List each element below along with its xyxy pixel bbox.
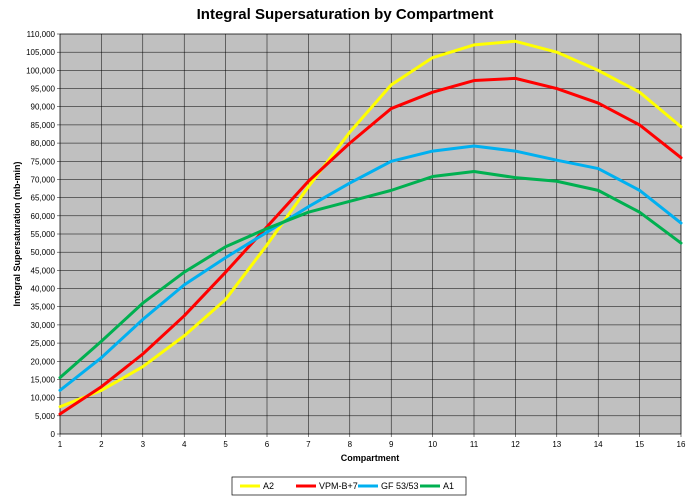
y-tick-label: 105,000: [26, 48, 55, 57]
x-tick-label: 3: [141, 440, 146, 449]
y-tick-label: 15,000: [31, 375, 56, 384]
legend-box: [231, 476, 467, 496]
y-tick-label: 35,000: [31, 303, 56, 312]
y-tick-label: 60,000: [31, 212, 56, 221]
y-tick-label: 100,000: [26, 66, 55, 75]
series-lines: [58, 39, 683, 416]
series-line-a1: [58, 169, 683, 380]
legend: A2 VPM-B+7 GF 53/53 A1: [240, 481, 454, 491]
x-tick-label: 12: [511, 440, 520, 449]
y-tick-label: 5,000: [35, 412, 56, 421]
y-tick-label: 20,000: [31, 357, 56, 366]
y-tick-label: 80,000: [31, 139, 56, 148]
legend-label: A2: [263, 481, 274, 491]
x-tick-label: 2: [99, 440, 104, 449]
x-tick-label: 14: [594, 440, 603, 449]
x-tick-label: 1: [58, 440, 63, 449]
y-tick-label: 25,000: [31, 339, 56, 348]
y-tick-label: 70,000: [31, 175, 56, 184]
y-tick-label: 30,000: [31, 321, 56, 330]
y-tick-label: 0: [51, 430, 56, 439]
x-tick-label: 8: [348, 440, 353, 449]
y-tick-label: 40,000: [31, 285, 56, 294]
y-axis-label: Integral Supersaturation (mb-min): [12, 161, 22, 306]
y-tick-label: 50,000: [31, 248, 56, 257]
y-tick-label: 45,000: [31, 266, 56, 275]
x-tick-label: 16: [677, 440, 686, 449]
legend-label: GF 53/53: [381, 481, 419, 491]
x-axis-label: Compartment: [341, 453, 400, 463]
legend-label: VPM-B+7: [319, 481, 358, 491]
legend-label: A1: [443, 481, 454, 491]
y-tick-label: 110,000: [27, 30, 56, 39]
x-tick-label: 13: [552, 440, 561, 449]
x-tick-label: 5: [223, 440, 228, 449]
x-tick-label: 7: [306, 440, 311, 449]
y-tick-label: 95,000: [31, 85, 56, 94]
y-axis-ticks: 0 5,000 10,000 15,000 20,000 25,000 30,000 35,0…: [26, 30, 60, 439]
x-tick-label: 15: [635, 440, 644, 449]
x-tick-label: 9: [389, 440, 394, 449]
series-line-vpm-b-7: [58, 76, 683, 416]
y-tick-label: 65,000: [31, 194, 56, 203]
series-line-a2: [58, 39, 683, 409]
y-tick-label: 55,000: [31, 230, 56, 239]
x-tick-label: 10: [428, 440, 437, 449]
series-line-gf-53-53: [58, 144, 683, 392]
x-tick-label: 6: [265, 440, 270, 449]
x-axis-ticks: 1 2 3 4 5 6 7 8 9 10 11 12 13 14 15 16: [58, 434, 686, 449]
y-tick-label: 85,000: [31, 121, 56, 130]
x-tick-label: 11: [470, 440, 479, 449]
y-tick-label: 75,000: [31, 157, 56, 166]
y-tick-label: 10,000: [31, 394, 56, 403]
x-tick-label: 4: [182, 440, 187, 449]
y-tick-label: 90,000: [31, 103, 56, 112]
chart-title: Integral Supersaturation by Compartment: [197, 6, 494, 23]
